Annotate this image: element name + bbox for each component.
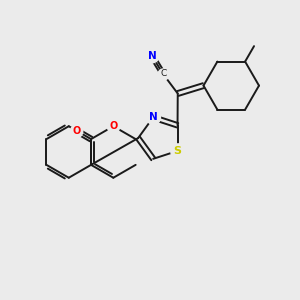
Text: N: N	[149, 112, 158, 122]
Text: C: C	[161, 69, 167, 78]
Text: O: O	[72, 126, 81, 136]
Text: O: O	[109, 121, 118, 131]
Text: N: N	[148, 51, 156, 61]
Text: S: S	[173, 146, 181, 156]
